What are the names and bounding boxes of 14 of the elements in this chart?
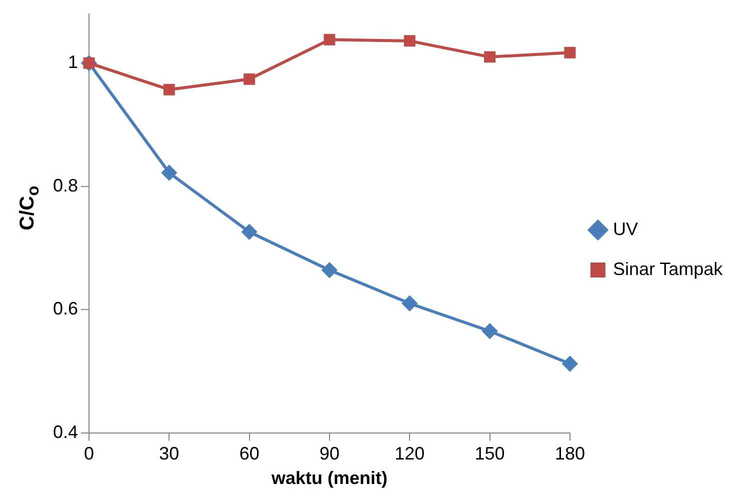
- y-tick-label: 1: [68, 52, 78, 72]
- x-tick-label: 0: [84, 444, 94, 464]
- x-tick-label: 90: [319, 444, 340, 464]
- x-tick-label: 150: [474, 444, 505, 464]
- legend-label: Sinar Tampak: [612, 258, 724, 279]
- legend-label: UV: [612, 218, 638, 239]
- y-tick-label: 0.6: [52, 298, 78, 319]
- x-tick-label: 30: [159, 444, 180, 464]
- x-axis-title: waktu (menit): [270, 468, 388, 488]
- x-tick-label: 60: [239, 444, 260, 464]
- y-tick-label: 0.4: [52, 422, 78, 442]
- y-tick-label: 0.8: [52, 175, 78, 196]
- x-tick-label: 180: [554, 444, 585, 464]
- x-tick-label: 120: [394, 444, 425, 464]
